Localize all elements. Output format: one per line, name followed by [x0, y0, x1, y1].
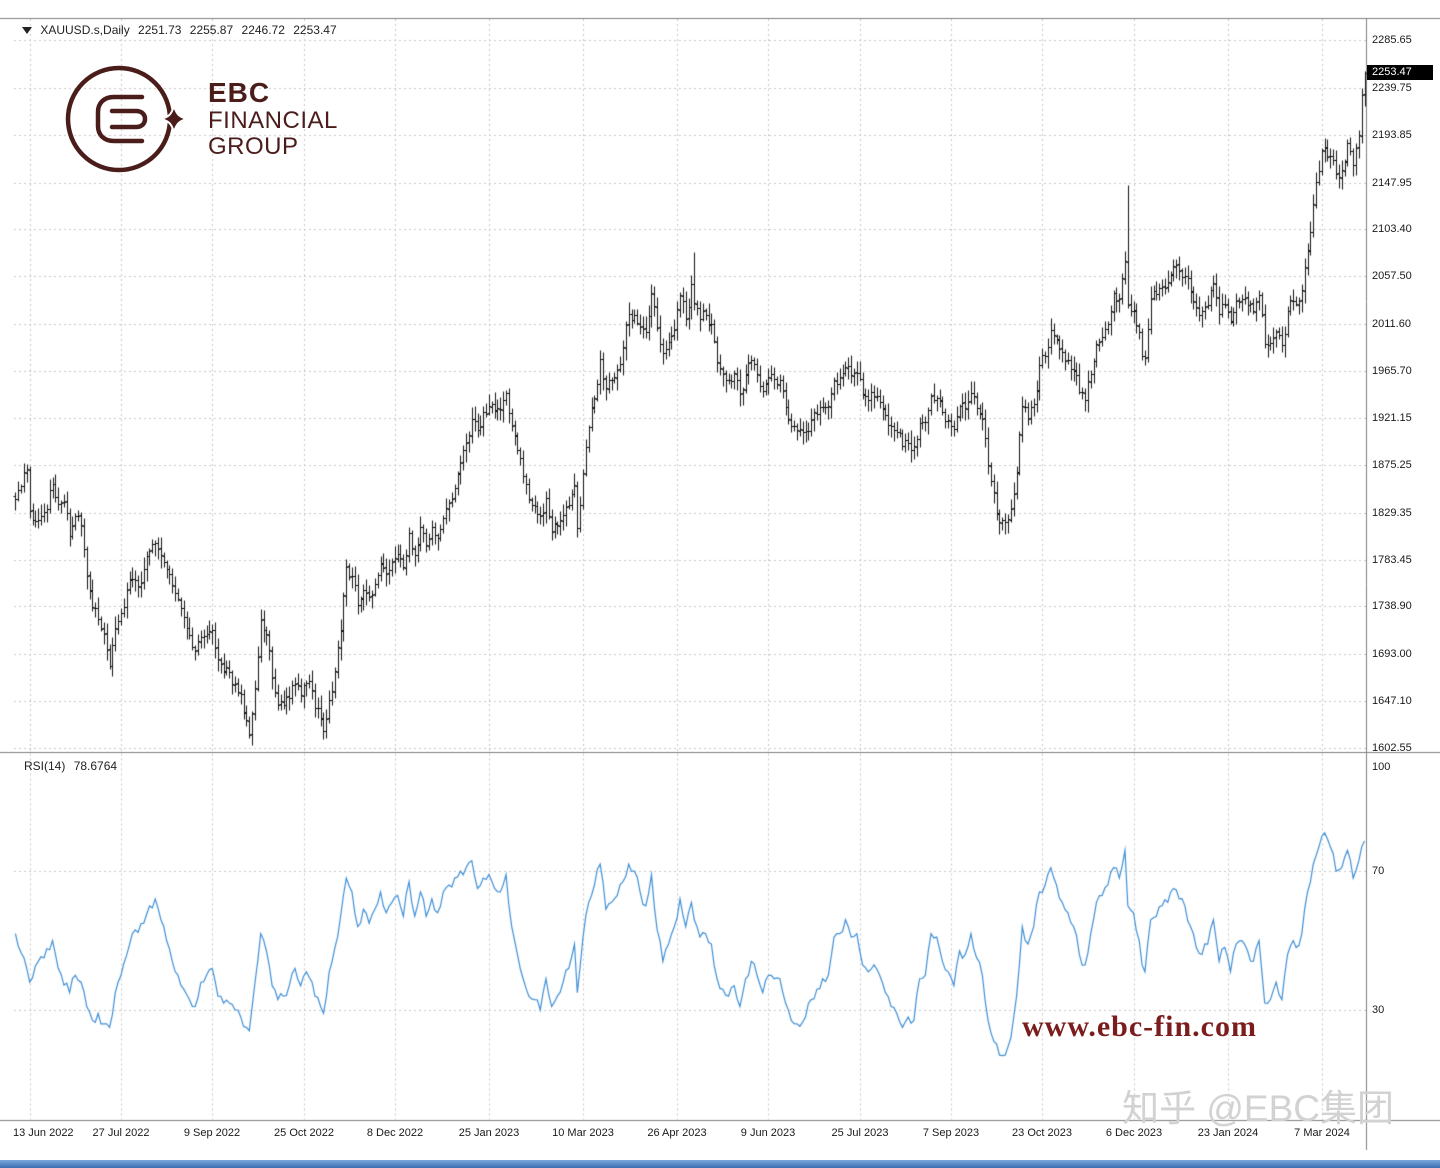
rsi-indicator-value: 78.6764 [73, 759, 118, 773]
logo-name: EBC [208, 76, 271, 108]
ebc-logo-icon [65, 65, 191, 173]
chart-header: XAUUSD.s,Daily 2251.73 2255.87 2246.72 2… [22, 23, 342, 37]
collapse-triangle-icon[interactable] [22, 27, 32, 35]
sparkle-star-icon [157, 102, 191, 136]
rsi-indicator-name: RSI(14) [24, 759, 66, 773]
symbol-timeframe-label: XAUUSD.s,Daily [40, 23, 130, 37]
ohlc-open: 2251.73 [138, 23, 182, 37]
ohlc-low: 2246.72 [241, 23, 285, 37]
current-price-tag: 2253.47 [1367, 65, 1433, 80]
logo-line2: FINANCIAL [208, 107, 338, 135]
zhihu-watermark: 知乎 @EBC集团 [1122, 1088, 1394, 1129]
ebc-logo-text: EBC FINANCIAL GROUP [208, 76, 338, 161]
logo-line3: GROUP [208, 133, 299, 161]
ohlc-high: 2255.87 [189, 23, 234, 37]
ohlc-close: 2253.47 [293, 23, 337, 37]
ebc-logo: EBC FINANCIAL GROUP [64, 58, 338, 180]
bottom-scrollbar-strip[interactable] [0, 1160, 1440, 1168]
rsi-header: RSI(14) 78.6764 [24, 759, 122, 773]
website-watermark: www.ebc-fin.com [1022, 1010, 1257, 1043]
